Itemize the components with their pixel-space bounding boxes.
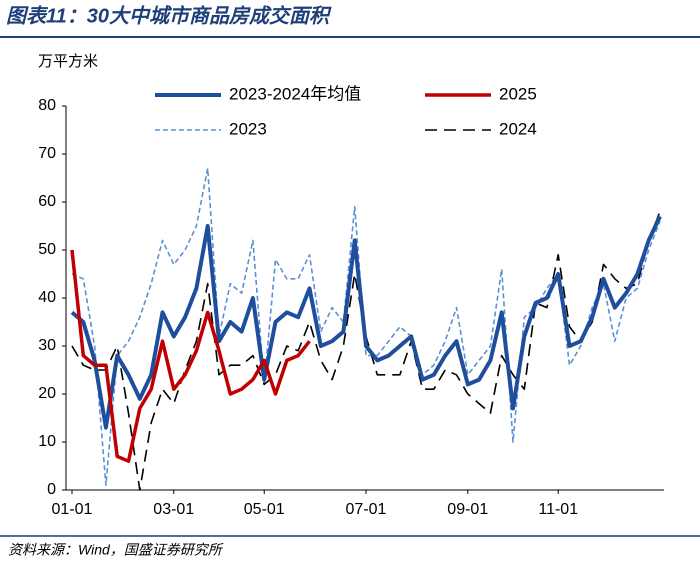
y-tick-label: 80 [38,97,56,114]
x-tick-label: 11-01 [538,501,578,518]
x-tick-label: 01-01 [52,501,93,518]
x-tick-label: 03-01 [153,501,194,518]
legend-label: 2025 [499,84,537,103]
series-line [70,215,662,430]
y-tick-label: 0 [47,481,56,498]
x-tick-label: 07-01 [346,501,387,518]
y-tick-label: 50 [38,241,56,258]
x-tick-label: 09-01 [447,501,488,518]
legend-label: 2023-2024年均值 [229,84,361,103]
y-tick-label: 20 [38,385,56,402]
source-note: 资料来源：Wind，国盛证券研究所 [8,542,224,558]
x-tick-label: 05-01 [244,501,285,518]
y-tick-label: 40 [38,289,56,306]
y-tick-label: 10 [38,433,56,450]
series-line [70,249,311,463]
y-tick-label: 70 [38,145,56,162]
legend-label: 2024 [499,119,537,138]
y-tick-label: 60 [38,193,56,210]
y-axis-label: 万平方米 [38,53,98,70]
chart-title: 图表11：30大中城市商品房成交面积 [6,4,332,27]
legend-label: 2023 [229,119,267,138]
y-tick-label: 30 [38,337,56,354]
